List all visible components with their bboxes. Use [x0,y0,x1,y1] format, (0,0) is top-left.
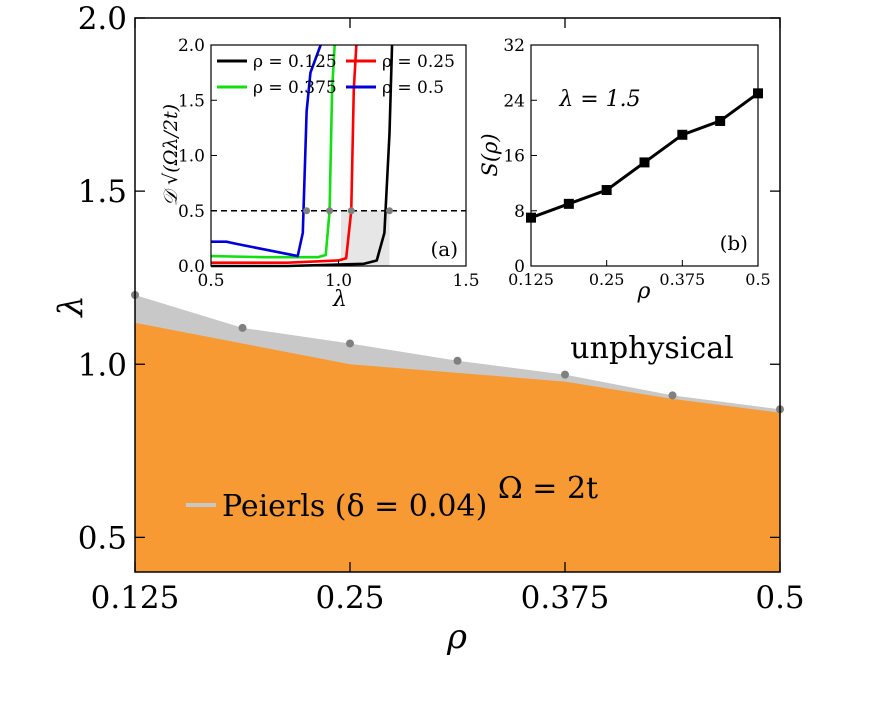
inset-a-series-line [211,44,358,264]
inset-a-threshold-point [347,207,355,215]
boundary-point [238,323,247,332]
x-tick-label: 0.375 [521,580,610,616]
inset-a-y-tick-label: 0.5 [178,202,205,222]
boundary-point [668,391,677,400]
inset-b-frame [530,44,759,267]
inset-a-threshold-point [303,207,311,215]
omega-label: Ω = 2t [498,471,598,506]
main-axes-frame [134,17,781,573]
inset-b-y-tick-label: 8 [514,202,525,222]
inset-a-panel-label: (a) [430,237,458,261]
inset-b-x-tick-label: 0.5 [745,270,770,289]
inset-b-point [715,115,726,126]
inset-a-series-line [211,44,322,258]
inset-b-y-tick-label: 32 [503,36,525,56]
inset-a-legend-label: ρ = 0.5 [382,78,444,98]
inset-a-y-axis-label: 𝒟 √(Ωλ/2t) [160,104,182,206]
inset-a-x-tick-label: 1.5 [452,271,479,291]
y-tick-label: 1.5 [78,174,127,210]
x-tick-label: 0.5 [755,580,804,616]
x-tick-label: 0.25 [315,580,384,616]
inset-a-threshold-point [326,207,334,215]
inset-a-legend-label: ρ = 0.125 [253,52,337,72]
inset-b-x-tick-label: 0.375 [659,270,705,289]
boundary-point [453,356,462,365]
y-tick-label: 2.0 [78,1,127,37]
inset-b-y-tick-label: 24 [503,91,525,111]
x-tick-label: 0.125 [91,580,180,616]
peierls-region [135,322,780,572]
y-tick-label: 1.0 [78,347,127,383]
inset-b-lambda-label: λ = 1.5 [558,87,640,112]
main-chart: 0.5 1.0 1.5 2.0 0.125 0.25 0.375 0.5 ρ λ unphysica… [51,1,805,657]
inset-b-y-tick-label: 16 [503,147,525,167]
inset-b-point [677,129,688,140]
inset-b-point [563,198,574,209]
inset-a-legend-label: ρ = 0.25 [382,52,455,72]
boundary-point [346,339,354,348]
inset-b-y-axis-label: S(ρ) [478,133,502,176]
inset-a-background [211,45,466,266]
inset-b-x-tick-label: 0.125 [508,270,554,289]
inset-b-point [753,88,763,99]
inset-b-x-tick-label: 0.25 [589,270,625,289]
x-axis-label: ρ [446,617,467,657]
inset-a-chart: 0.00.51.01.52.00.5 1.0 1.5λ𝒟 √(Ωλ/2t)(a)ρ … [160,36,480,312]
y-axis-label: λ [51,295,91,319]
inset-b-panel-label: (b) [720,231,748,255]
inset-a-x-tick-label: 1.0 [325,271,352,291]
inset-a-x-axis-label: λ [332,287,347,312]
inset-b-x-axis-label: ρ [637,279,651,304]
inset-a-series-line [210,44,336,259]
inset-a-legend-label: ρ = 0.375 [253,78,337,98]
y-tick-label: 0.5 [78,520,127,556]
inset-b-point [526,212,536,223]
inset-a-x-tick-label: 0.5 [197,271,224,291]
inset-b-point [601,185,612,196]
inset-a-y-tick-label: 1.5 [178,91,205,111]
inset-a-threshold-point [386,207,393,215]
inset-b-chart: 0 8 16 24 32 0.125 0.25 0.375 0.5 ρ S(ρ) λ = 1.5 (b) [478,36,771,304]
inset-a-y-tick-label: 1.0 [178,147,205,167]
inset-b-y-tick-label: 0 [514,257,525,277]
boundary-point [561,370,569,379]
legend-label: Peierls (δ = 0.04) [222,489,487,524]
unphysical-label: unphysical [570,331,733,366]
inset-a-y-tick-label: 2.0 [178,36,205,56]
inset-a-y-tick-label: 0.0 [178,257,205,277]
inset-b-point [639,157,650,168]
